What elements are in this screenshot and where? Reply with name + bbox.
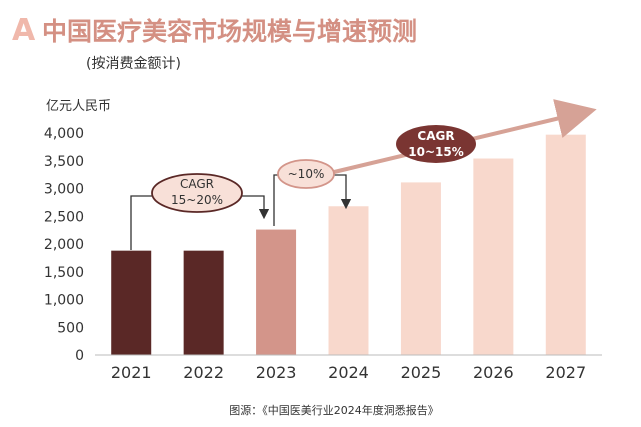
source-note: 图源：《中国医美行业2024年度洞悉报告》 — [229, 403, 439, 417]
bar-2021 — [111, 250, 152, 355]
x-tick-label-2022: 2022 — [183, 363, 224, 382]
x-tick-label-2024: 2024 — [328, 363, 369, 382]
y-tick-label: 2,500 — [44, 209, 84, 225]
badge-10pct-label: ~10% — [288, 167, 325, 181]
x-tick-label-2027: 2027 — [545, 363, 586, 382]
x-tick-label-2025: 2025 — [401, 363, 442, 382]
y-ticks: 0 500 1,000 1,500 2,000 2,500 3,000 3,500 4,000 — [44, 126, 84, 364]
bar-2025 — [400, 182, 441, 355]
bars — [111, 134, 586, 355]
chart-subtitle: (按消费金额计) — [86, 56, 181, 72]
badge-10pct: ~10% — [277, 159, 335, 189]
y-tick-label: 2,000 — [44, 237, 84, 253]
x-tick-label-2021: 2021 — [111, 363, 152, 382]
y-tick-label: 4,000 — [44, 126, 84, 142]
bar-2027 — [545, 134, 586, 355]
x-ticks: 2021 2022 2023 2024 2025 2026 2027 — [111, 363, 586, 382]
y-tick-label: 3,500 — [44, 154, 84, 170]
bar-2024 — [328, 206, 369, 355]
y-tick-label: 1,500 — [44, 265, 84, 281]
bar-2023 — [256, 229, 297, 355]
x-tick-label-2026: 2026 — [473, 363, 514, 382]
y-tick-label: 1,000 — [44, 293, 84, 309]
badge-cagr-10-15-label: CAGR — [417, 129, 454, 143]
x-tick-label-2023: 2023 — [256, 363, 297, 382]
badge-cagr-10-15-value: 10~15% — [408, 145, 463, 159]
badge-cagr-15-20: CAGR 15~20% — [151, 173, 243, 213]
bar-2026 — [473, 158, 514, 355]
y-axis-label: 亿元人民币 — [46, 99, 111, 114]
bar-2022 — [183, 250, 224, 355]
chart-title: 中国医疗美容市场规模与增速预测 — [42, 17, 417, 46]
badge-cagr-15-20-value: 15~20% — [171, 193, 223, 207]
badge-cagr-15-20-label: CAGR — [180, 177, 214, 191]
badge-cagr-10-15: CAGR 10~15% — [396, 125, 476, 163]
y-tick-label: 3,000 — [44, 182, 84, 198]
y-tick-label: 500 — [57, 320, 84, 336]
y-tick-label: 0 — [75, 348, 84, 364]
logo-letter: A — [12, 13, 36, 48]
